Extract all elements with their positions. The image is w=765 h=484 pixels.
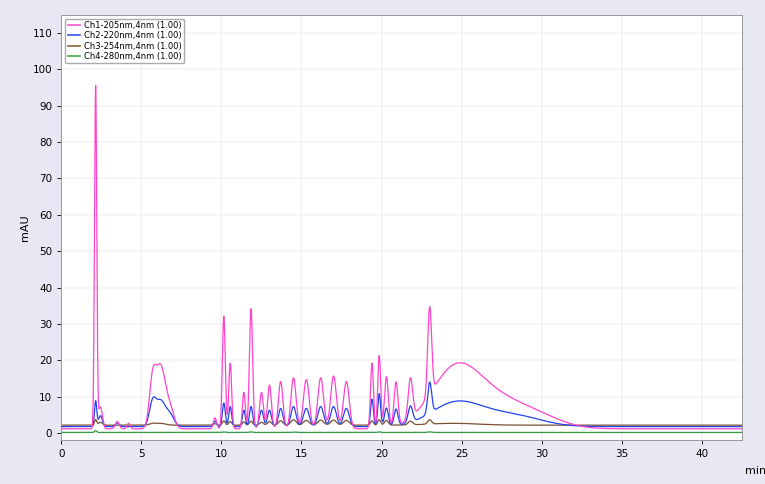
Y-axis label: mAU: mAU [20, 214, 30, 241]
Legend: Ch1-205nm,4nm (1.00), Ch2-220nm,4nm (1.00), Ch3-254nm,4nm (1.00), Ch4-280nm,4nm : Ch1-205nm,4nm (1.00), Ch2-220nm,4nm (1.0… [65, 19, 184, 63]
X-axis label: min: min [745, 466, 765, 476]
